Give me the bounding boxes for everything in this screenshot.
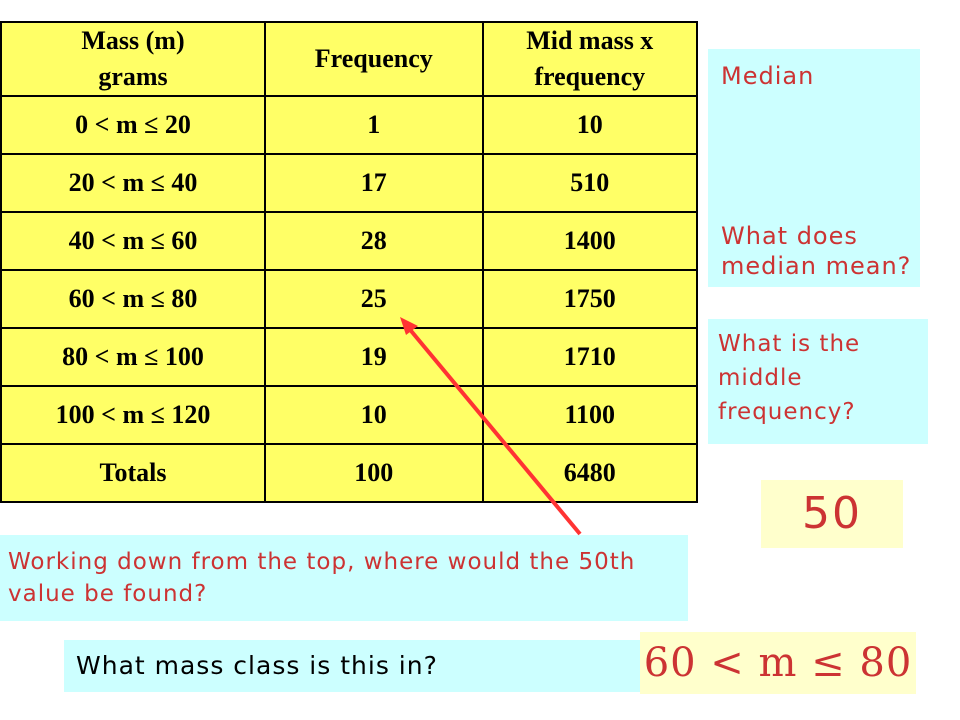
mid-mass-frequency-cell: 10 [481, 95, 699, 155]
median-box: Median What does median mean? [708, 49, 920, 287]
mass-class-question: What mass class is this in? [64, 640, 654, 692]
totals-row: Totals 100 6480 [0, 443, 699, 503]
frequency-cell: 1 [264, 95, 484, 155]
header-mass: Mass (m) grams [0, 21, 267, 97]
mass-class-cell: 100 < m ≤ 120 [0, 385, 267, 445]
mid-mass-frequency-cell: 1400 [481, 211, 699, 271]
frequency-cell: 17 [264, 153, 484, 213]
middle-frequency-answer: 50 [761, 480, 903, 548]
table-row: 20 < m ≤ 40 17 510 [0, 153, 699, 213]
table-header-row: Mass (m) grams Frequency Mid mass x freq… [0, 21, 699, 97]
total-mid-mass-frequency: 6480 [481, 443, 699, 503]
frequency-cell-highlighted: 25 [264, 269, 484, 329]
header-mid-mass-line2: frequency [534, 62, 646, 91]
table-row: 40 < m ≤ 60 28 1400 [0, 211, 699, 271]
mass-class-cell: 20 < m ≤ 40 [0, 153, 267, 213]
frequency-cell: 28 [264, 211, 484, 271]
mass-class-answer: 60 < m ≤ 80 [640, 632, 916, 694]
totals-label: Totals [0, 443, 267, 503]
frequency-cell: 10 [264, 385, 484, 445]
table-row: 60 < m ≤ 80 25 1750 [0, 269, 699, 329]
total-frequency: 100 [264, 443, 484, 503]
mid-mass-frequency-cell: 1100 [481, 385, 699, 445]
working-question: Working down from the top, where would t… [8, 549, 636, 607]
frequency-table: Mass (m) grams Frequency Mid mass x freq… [0, 21, 699, 503]
mid-mass-frequency-cell: 1710 [481, 327, 699, 387]
middle-frequency-box: What is the middle frequency? [708, 319, 928, 444]
table-row: 0 < m ≤ 20 1 10 [0, 95, 699, 155]
table-row: 80 < m ≤ 100 19 1710 [0, 327, 699, 387]
mass-class-cell: 60 < m ≤ 80 [0, 269, 267, 329]
mass-class-cell: 80 < m ≤ 100 [0, 327, 267, 387]
table-row: 100 < m ≤ 120 10 1100 [0, 385, 699, 445]
mass-class-cell: 40 < m ≤ 60 [0, 211, 267, 271]
working-box: Working down from the top, where would t… [0, 535, 688, 621]
mid-mass-frequency-cell: 510 [481, 153, 699, 213]
median-title: Median [721, 62, 815, 90]
header-mass-line2: grams [98, 62, 168, 91]
header-mid-mass-line1: Mid mass x [526, 26, 654, 55]
mass-class-cell: 0 < m ≤ 20 [0, 95, 267, 155]
frequency-cell: 19 [264, 327, 484, 387]
header-frequency-line1: Frequency [314, 44, 433, 73]
median-question: What does median mean? [721, 222, 912, 280]
mid-mass-frequency-cell: 1750 [481, 269, 699, 329]
header-mid-mass: Mid mass x frequency [481, 21, 699, 97]
header-mass-line1: Mass (m) [81, 26, 185, 55]
middle-frequency-question: What is the middle frequency? [718, 331, 861, 425]
header-frequency: Frequency [264, 21, 484, 97]
